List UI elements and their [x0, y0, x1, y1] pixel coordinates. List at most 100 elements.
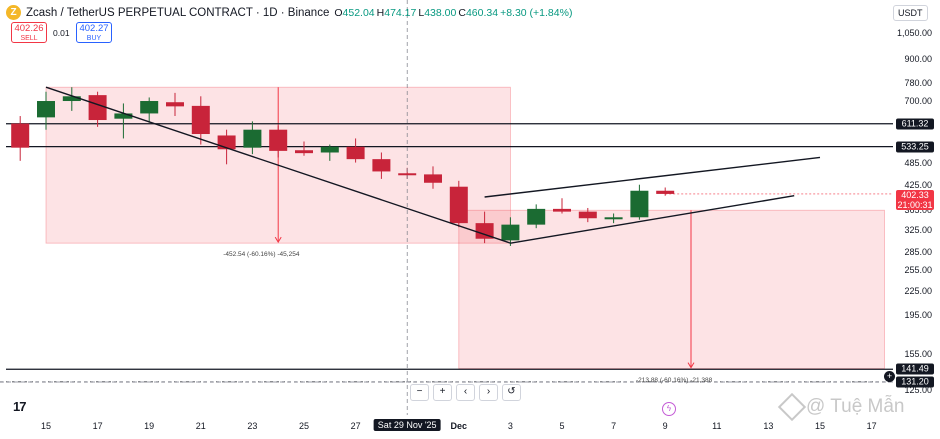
price-range-arrowhead — [274, 236, 282, 244]
current-price: 402.33 — [901, 189, 929, 200]
price-axis-label: 285.00 — [904, 246, 932, 257]
candle-body — [604, 217, 623, 220]
price-level-tag: 611.32 — [896, 118, 934, 130]
price-level-tag: 141.49 — [896, 363, 934, 375]
candle-body — [449, 186, 468, 224]
sell-price: 402.26 — [14, 23, 44, 34]
scroll-left-button[interactable]: ‹ — [456, 384, 475, 401]
time-axis-label: 7 — [611, 421, 617, 431]
candle-body — [62, 96, 81, 102]
zcash-logo-icon: Z — [6, 5, 21, 20]
price-range-layer — [45, 86, 885, 370]
ohlc-value: 452.04 — [342, 6, 375, 19]
candle-body — [140, 101, 159, 114]
price-axis-label: 325.00 — [904, 224, 932, 235]
candle-body — [424, 174, 442, 183]
ohlc-key: O — [334, 6, 343, 19]
price-axis-label: 780.00 — [904, 77, 932, 88]
time-axis-label: 9 — [662, 421, 668, 431]
candle-body — [630, 190, 649, 218]
candle-body — [398, 173, 417, 176]
watermark: @ Tuệ Mẫn — [777, 392, 905, 422]
trend-line — [45, 86, 511, 244]
buy-button[interactable]: 402.27 BUY — [76, 22, 112, 43]
add-alert-plus-icon[interactable]: + — [884, 371, 895, 382]
price-range-label: -452.54 (-60.16%) -45,254 — [223, 251, 300, 259]
current-price-tag: 402.33 21:00:31 — [896, 189, 934, 210]
crosshair — [0, 0, 893, 415]
symbol-title[interactable]: Zcash / TetherUS PERPETUAL CONTRACT · 1D… — [26, 6, 330, 19]
time-axis-label: 15 — [814, 421, 826, 431]
trend-lines-layer — [45, 86, 821, 244]
price-axis-label: 365.00 — [904, 205, 932, 216]
candle-body — [37, 101, 55, 118]
candle-body — [553, 208, 571, 212]
zoom-out-button[interactable]: − — [410, 384, 429, 401]
zoom-in-button[interactable]: + — [433, 384, 452, 401]
candle-body — [191, 105, 210, 135]
price-level-tag: 131.20 — [896, 376, 934, 388]
price-range-label: -213.88 (-60.16%) -21,388 — [636, 376, 713, 384]
price-axis-label: 155.00 — [904, 348, 932, 359]
chart-header: Z Zcash / TetherUS PERPETUAL CONTRACT · … — [6, 5, 574, 20]
ohlc-value: +8.30 (+1.84%) — [500, 6, 573, 19]
price-level-tag: 533.25 — [896, 141, 934, 153]
time-axis-label: 23 — [247, 421, 258, 431]
price-axis-label: 125.00 — [904, 385, 932, 395]
time-axis-label: Dec — [450, 421, 468, 431]
sell-button[interactable]: 402.26 SELL — [11, 22, 47, 43]
chart-navigation: − + ‹ › ↺ — [410, 384, 521, 401]
candle-body — [578, 211, 597, 219]
time-axis-label: 21 — [195, 421, 206, 431]
time-axis-label: 3 — [507, 421, 513, 431]
candle-body — [114, 113, 133, 119]
price-axis-label: 900.00 — [904, 53, 932, 64]
candle-body — [295, 150, 313, 154]
ohlc-value: 438.00 — [424, 6, 457, 19]
trend-line — [510, 195, 795, 244]
candle-body — [243, 129, 262, 148]
watermark-text: @ Tuệ Mẫn — [806, 396, 905, 417]
candles-layer — [11, 87, 675, 246]
ohlc-key: C — [458, 6, 466, 19]
time-axis-label: 25 — [298, 421, 310, 431]
price-axis-label: 255.00 — [904, 265, 932, 276]
spread-value: 0.01 — [53, 28, 70, 38]
currency-selector[interactable]: USDT — [893, 5, 928, 21]
reset-chart-button[interactable]: ↺ — [502, 384, 521, 401]
time-axis-label: 15 — [40, 421, 52, 431]
candle-body — [527, 208, 546, 225]
buy-price: 402.27 — [79, 23, 109, 34]
bar-countdown: 21:00:31 — [897, 199, 933, 210]
time-axis-label: 27 — [350, 421, 361, 431]
candle-body — [346, 146, 365, 160]
price-axis-label: 425.00 — [904, 179, 932, 190]
ohlc-values: O452.04 H474.17 L438.00 C460.34 +8.30 (+1.84… — [334, 7, 574, 19]
candle-body — [166, 102, 184, 107]
tradingview-logo-icon[interactable]: 17 — [13, 399, 27, 414]
price-axis-label: 1,050.00 — [896, 28, 932, 38]
trend-line — [484, 156, 821, 198]
candle-body — [372, 159, 391, 172]
ohlc-value: 460.34 — [465, 6, 499, 19]
lightning-icon[interactable]: ϟ — [662, 402, 676, 416]
price-range-box — [458, 209, 885, 370]
buy-label: BUY — [86, 35, 102, 42]
candle-body — [269, 129, 288, 151]
time-axis-cursor-label: Sat 29 Nov '25 — [373, 419, 441, 431]
time-axis-label: 17 — [866, 421, 877, 431]
watermark-diamond-icon — [777, 392, 807, 422]
scroll-right-button[interactable]: › — [479, 384, 498, 401]
ohlc-value: 474.17 — [384, 6, 417, 19]
time-axis-label: 13 — [763, 421, 774, 431]
candle-body — [320, 146, 339, 153]
candle-body — [11, 123, 30, 148]
price-axis-label: 485.00 — [904, 157, 932, 168]
candle-body — [475, 223, 494, 239]
ohlc-key: H — [376, 6, 385, 19]
time-axis-label: 11 — [712, 421, 722, 431]
ohlc-key: L — [418, 6, 425, 19]
sell-label: SELL — [20, 35, 38, 42]
price-axis-label: 225.00 — [904, 286, 932, 297]
